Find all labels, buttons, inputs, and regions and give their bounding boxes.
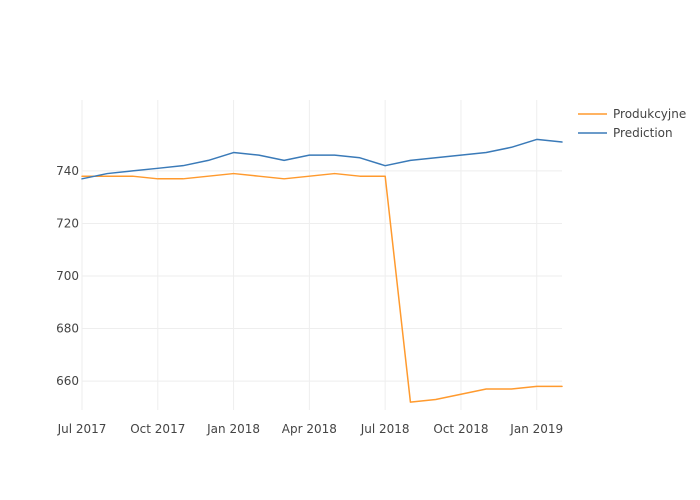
x-tick-label: Jul 2018: [360, 422, 410, 436]
y-tick-label: 720: [56, 216, 79, 230]
series-layer: [81, 138, 563, 403]
legend-label: Produkcyjne: [613, 107, 686, 121]
x-tick-label: Jan 2019: [509, 422, 563, 436]
y-tick-label: 700: [56, 269, 79, 283]
y-tick-label: 740: [56, 164, 79, 178]
series-line-produkcyjne: [81, 172, 563, 403]
legend[interactable]: Produkcyjne Prediction: [578, 107, 686, 140]
legend-item[interactable]: Prediction: [578, 126, 673, 140]
x-axis-ticks: Jul 2017 Oct 2017 Jan 2018 Apr 2018 Jul 2018…: [57, 422, 564, 436]
x-tick-label: Jul 2017: [57, 422, 107, 436]
x-tick-label: Oct 2017: [130, 422, 185, 436]
series-line-prediction: [81, 138, 563, 180]
y-tick-label: 680: [56, 322, 79, 336]
x-tick-label: Apr 2018: [282, 422, 337, 436]
legend-item[interactable]: Produkcyjne: [578, 107, 686, 121]
x-tick-label: Oct 2018: [433, 422, 488, 436]
x-tick-label: Jan 2018: [206, 422, 260, 436]
y-axis-ticks: 660 680 700 720 740: [56, 164, 79, 388]
y-grid: [82, 170, 562, 382]
legend-label: Prediction: [613, 126, 673, 140]
x-grid: [81, 100, 538, 410]
y-tick-label: 660: [56, 374, 79, 388]
